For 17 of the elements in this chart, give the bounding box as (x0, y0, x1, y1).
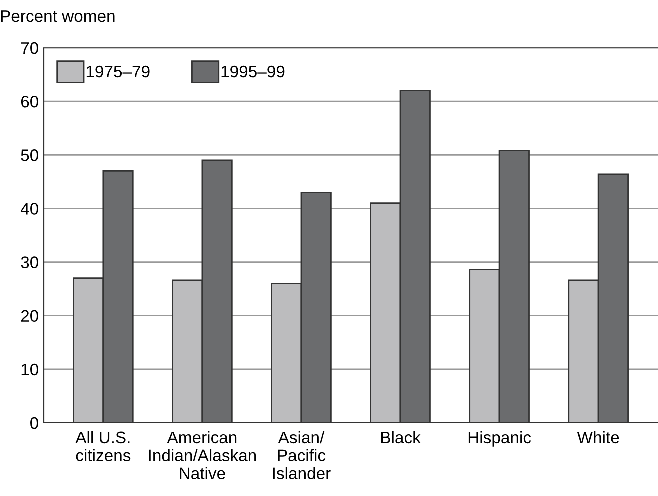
y-tick-label: 40 (20, 203, 38, 215)
x-tick-label: Hispanic (468, 431, 532, 447)
legend-label: 1995–99 (222, 66, 285, 78)
y-tick-label: 50 (21, 150, 38, 162)
x-tick-label: Black (382, 431, 421, 444)
x-tick-label: All U.S. citizens (76, 431, 131, 462)
y-tick-label: 60 (21, 96, 38, 108)
x-tick-label: Asian/ Pacific Islander (273, 431, 331, 480)
y-axis-title: Percent women (1, 10, 115, 22)
legend-label: 1975–79 (86, 66, 150, 78)
x-tick-label: White (577, 431, 620, 444)
x-tick-label: American Indian/Alaskan Native (149, 431, 256, 480)
y-tick-label: 20 (21, 310, 38, 322)
y-tick-label: 0 (30, 417, 38, 430)
y-tick-label: 30 (21, 256, 38, 268)
y-tick-label: 10 (22, 364, 38, 376)
y-tick-label: 70 (21, 42, 38, 54)
